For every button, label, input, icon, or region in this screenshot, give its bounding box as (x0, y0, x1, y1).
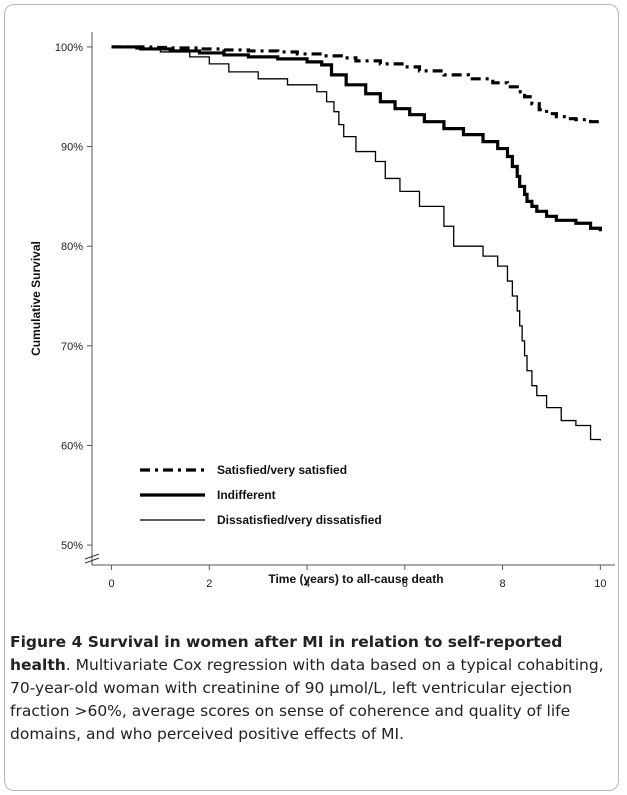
y-axis-title: Cumulative Survival (29, 241, 43, 356)
axis-break-mark (84, 553, 100, 560)
axis-break-mark (84, 557, 100, 564)
x-tick-label: 10 (594, 578, 606, 590)
x-tick-label: 8 (500, 578, 506, 590)
series-line-2 (111, 45, 602, 232)
series-line-1 (111, 45, 602, 125)
legend-label-2: Indifferent (217, 488, 276, 502)
x-axis-title: Time (years) to all-cause death (268, 572, 443, 586)
y-tick-label: 90% (61, 142, 83, 154)
survival-chart: 50% 60% 70% 80% 90% 100% 0 2 4 6 8 10 Time (years) t… (29, 32, 615, 590)
y-tick-label: 60% (61, 440, 83, 452)
y-tick-label: 50% (61, 540, 83, 552)
x-tick-label: 2 (206, 578, 212, 590)
caption-body: . Multivariate Cox regression with data … (10, 656, 604, 743)
caption-title: Figure 4 Survival in women after MI in r… (10, 633, 563, 674)
legend-label-1: Satisfied/very satisfied (217, 463, 347, 477)
x-tick-label: 0 (108, 578, 114, 590)
y-tick-label: 80% (61, 241, 83, 253)
y-tick-label: 70% (61, 341, 83, 353)
y-tick-label: 100% (55, 42, 83, 54)
legend-label-3: Dissatisfied/very dissatisfied (217, 513, 382, 527)
x-tick-label: 6 (402, 578, 408, 590)
series-line-3 (111, 46, 601, 441)
figure-caption: Figure 4 Survival in women after MI in r… (10, 631, 620, 746)
x-tick-label: 4 (304, 578, 310, 590)
figure-frame (4, 4, 619, 791)
